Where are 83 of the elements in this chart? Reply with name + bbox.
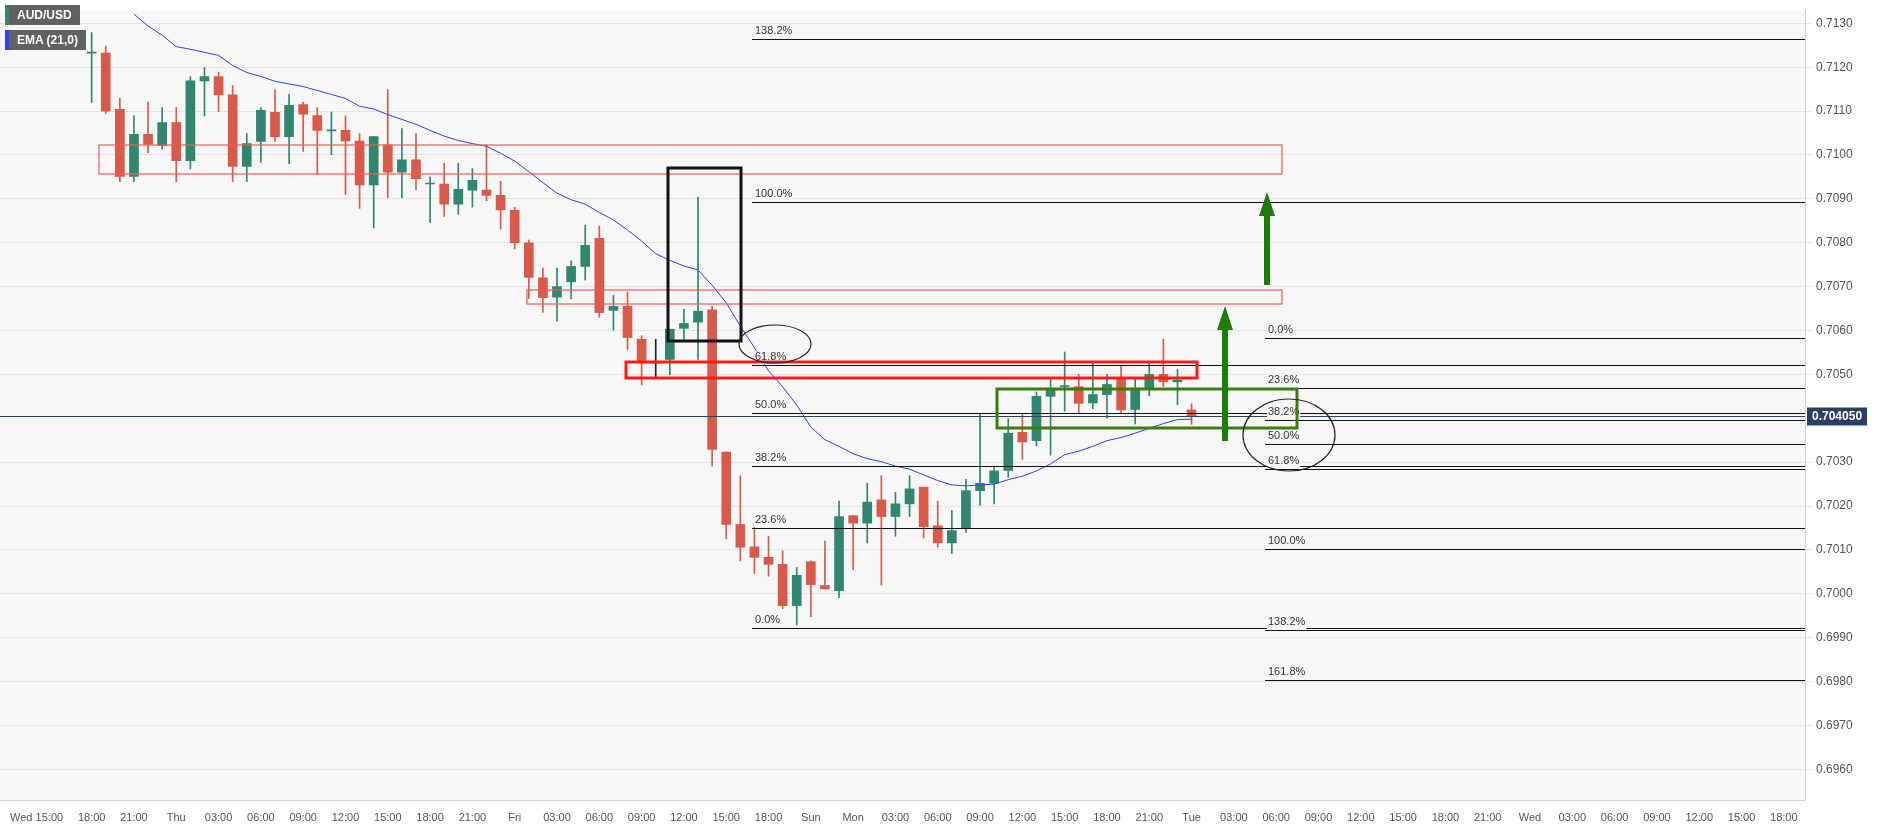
x-tick-label: Fri xyxy=(508,810,522,823)
x-tick-label: 18:00 xyxy=(754,810,783,823)
y-tick-label: 0.7130 xyxy=(1816,15,1854,30)
annotation: 61.8% xyxy=(1268,453,1300,466)
annotation: 161.8% xyxy=(1268,664,1306,677)
candlestick xyxy=(848,515,858,570)
x-tick-label: 09:00 xyxy=(1304,810,1333,823)
candlestick xyxy=(693,196,703,360)
x-tick-label: 21:00 xyxy=(1473,810,1502,823)
x-tick-label: 18:00 xyxy=(1431,810,1460,823)
y-tick-label: 0.7100 xyxy=(1816,147,1854,162)
x-tick-label: 18:00 xyxy=(77,810,106,823)
x-tick-label: 03:00 xyxy=(881,810,910,823)
x-tick-label: 03:00 xyxy=(543,810,571,823)
x-tick-label: 09:00 xyxy=(627,810,656,823)
y-tick-label: 0.6960 xyxy=(1816,761,1854,776)
y-tick-label: 0.7000 xyxy=(1816,586,1854,601)
x-tick-label: 12:00 xyxy=(1008,810,1037,823)
x-tick-label: 03:00 xyxy=(1220,810,1248,823)
x-tick-label: 06:00 xyxy=(923,810,952,823)
x-tick-label: Wed xyxy=(1518,810,1542,823)
annotation: 23.6% xyxy=(1268,372,1300,385)
x-tick-label: 21:00 xyxy=(1135,810,1164,823)
x-tick-label: 15:00 xyxy=(374,810,402,823)
x-tick-label: 03:00 xyxy=(1558,810,1587,823)
x-tick-label: Mon xyxy=(842,810,864,823)
x-tick-label: 12:00 xyxy=(1685,810,1713,823)
annotation: 61.8% xyxy=(755,349,787,362)
x-tick-label: 15:00 xyxy=(1389,810,1417,823)
y-tick-label: 0.6980 xyxy=(1816,673,1854,688)
x-tick-label: 09:00 xyxy=(966,810,994,823)
annotation: 138.2% xyxy=(1268,614,1306,627)
x-tick-label: 06:00 xyxy=(247,810,275,823)
candlestick xyxy=(679,308,689,342)
x-tick-label: 03:00 xyxy=(204,810,233,823)
x-tick-label: 15:00 xyxy=(35,810,64,823)
x-tick-label: Wed xyxy=(9,810,33,823)
ref-line-label: 0.704050 xyxy=(1812,408,1863,423)
annotation: 100.0% xyxy=(1268,533,1306,546)
x-tick-label: 15:00 xyxy=(1050,810,1079,823)
x-tick-label: 18:00 xyxy=(416,810,444,823)
legend-label: AUD/USD xyxy=(5,5,80,25)
annotation: 50.0% xyxy=(1268,428,1300,441)
x-tick-label: 12:00 xyxy=(1347,810,1375,823)
x-tick-label: 09:00 xyxy=(1643,810,1671,823)
x-tick-label: 15:00 xyxy=(1727,810,1756,823)
y-tick-label: 0.7020 xyxy=(1816,498,1854,513)
y-tick-label: 0.7110 xyxy=(1816,103,1853,118)
y-tick-label: 0.7120 xyxy=(1816,59,1854,74)
x-tick-label: Tue xyxy=(1182,810,1201,823)
legend-label: EMA (21,0) xyxy=(5,30,86,50)
y-tick-label: 0.6990 xyxy=(1816,629,1854,644)
x-tick-label: Sun xyxy=(801,810,821,823)
x-tick-label: 18:00 xyxy=(1770,810,1798,823)
y-tick-label: 0.6970 xyxy=(1816,717,1854,732)
y-tick-label: 0.7070 xyxy=(1816,278,1854,293)
x-tick-label: Thu xyxy=(166,810,186,823)
y-tick-label: 0.7050 xyxy=(1816,366,1854,381)
x-tick-label: 18:00 xyxy=(1093,810,1121,823)
y-tick-label: 0.7060 xyxy=(1816,322,1854,337)
annotation: 38.2% xyxy=(755,450,787,463)
x-tick-label: 12:00 xyxy=(670,810,698,823)
x-tick-label: 21:00 xyxy=(458,810,487,823)
annotation: 0.0% xyxy=(1268,322,1294,335)
annotation: 50.0% xyxy=(755,397,787,410)
y-tick-label: 0.7010 xyxy=(1816,542,1854,557)
annotation: 100.0% xyxy=(755,186,793,199)
candlestick xyxy=(143,102,153,154)
y-tick-label: 0.7030 xyxy=(1816,454,1854,469)
x-tick-label: 06:00 xyxy=(1262,810,1290,823)
x-tick-label: 21:00 xyxy=(120,810,148,823)
x-tick-label: 06:00 xyxy=(1600,810,1629,823)
annotation: 0.0% xyxy=(755,612,781,625)
x-tick-label: 12:00 xyxy=(331,810,360,823)
x-tick-label: 09:00 xyxy=(289,810,317,823)
y-tick-label: 0.7080 xyxy=(1816,235,1854,250)
annotation: 138.2% xyxy=(755,23,793,36)
annotation: 23.6% xyxy=(755,512,787,525)
x-tick-label: 15:00 xyxy=(712,810,740,823)
x-tick-label: 06:00 xyxy=(585,810,614,823)
candlestick xyxy=(820,540,830,590)
candlestick xyxy=(397,128,407,198)
y-tick-label: 0.7090 xyxy=(1816,191,1854,206)
